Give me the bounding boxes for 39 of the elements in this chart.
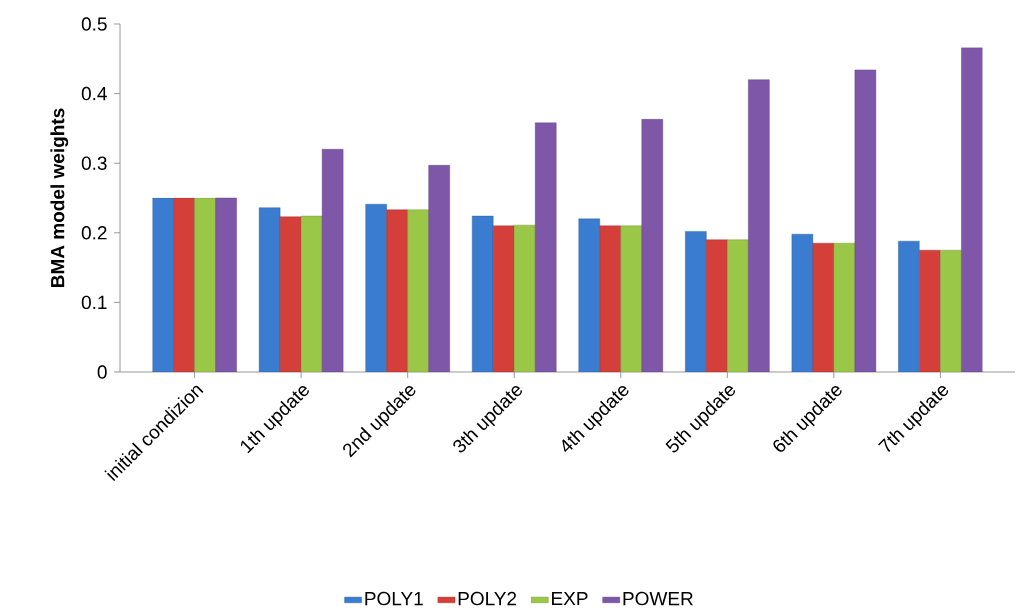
bar xyxy=(365,204,387,372)
bar xyxy=(215,197,237,372)
bar xyxy=(748,79,770,372)
bar xyxy=(685,231,707,372)
bar xyxy=(493,225,515,372)
y-axis-title: BMA model weights xyxy=(50,108,69,287)
bar xyxy=(919,249,941,372)
bar xyxy=(407,209,429,372)
y-tick-label: 0.4 xyxy=(81,86,107,101)
bar xyxy=(854,69,877,372)
bar xyxy=(706,239,728,372)
bar xyxy=(173,197,195,372)
y-tick-label: 0.2 xyxy=(81,226,107,240)
bar xyxy=(727,239,749,372)
legend-label: EXP xyxy=(552,591,588,606)
bar xyxy=(940,249,962,372)
bar xyxy=(961,47,983,372)
y-tick-label: 0.5 xyxy=(81,17,107,31)
legend-label: POLY2 xyxy=(458,591,517,606)
bar xyxy=(194,197,216,372)
bar xyxy=(599,225,621,372)
bar xyxy=(152,197,174,372)
y-tick-label: 0.1 xyxy=(81,295,107,310)
legend-label: POWER xyxy=(623,591,693,606)
bar xyxy=(386,209,408,372)
bar xyxy=(535,122,557,372)
bar xyxy=(514,224,536,372)
y-tick-label: 0.3 xyxy=(81,156,107,170)
bar xyxy=(620,225,642,372)
legend-label: POLY1 xyxy=(365,591,423,606)
bar xyxy=(578,218,600,372)
bar xyxy=(898,240,920,372)
y-tick-label: 0 xyxy=(97,365,107,379)
bar xyxy=(428,165,450,372)
bar xyxy=(258,207,281,372)
bar xyxy=(279,216,302,372)
bar xyxy=(472,215,494,372)
bar xyxy=(321,149,344,372)
bar xyxy=(641,119,663,372)
